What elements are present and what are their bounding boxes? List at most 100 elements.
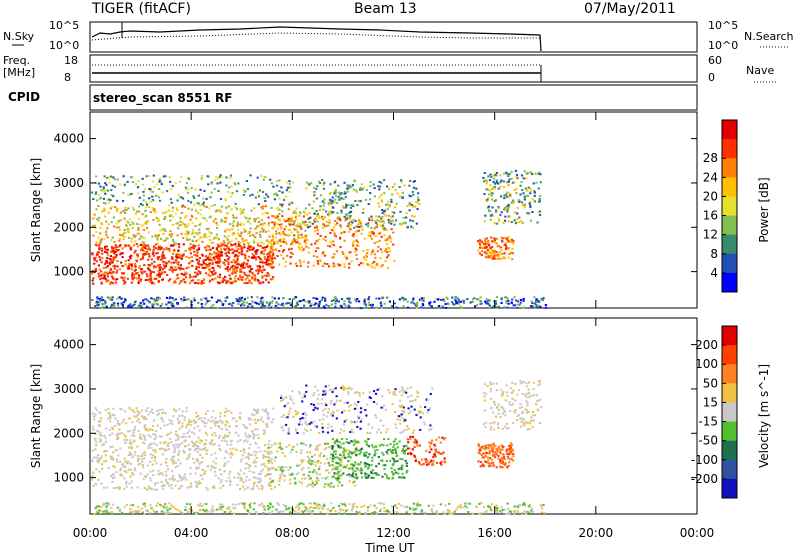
range-cell — [289, 482, 292, 485]
range-cell — [189, 467, 192, 470]
range-cell — [486, 256, 489, 259]
range-cell — [350, 260, 353, 263]
range-cell — [340, 209, 343, 212]
range-cell — [413, 180, 417, 183]
range-cell — [199, 454, 202, 457]
range-cell — [172, 474, 175, 477]
range-cell — [260, 241, 263, 244]
range-cell — [279, 244, 282, 247]
range-cell — [224, 267, 227, 270]
range-cell — [495, 181, 499, 184]
range-cell — [169, 431, 172, 434]
range-cell — [234, 183, 237, 186]
range-cell — [320, 299, 323, 302]
range-cell — [323, 202, 326, 205]
range-cell — [312, 297, 315, 300]
range-cell — [323, 485, 326, 488]
range-cell — [197, 248, 200, 251]
range-cell — [210, 271, 214, 274]
range-cell — [100, 240, 103, 243]
range-cell — [504, 215, 507, 218]
range-cell — [270, 487, 273, 490]
range-cell — [337, 484, 340, 487]
range-cell — [172, 252, 175, 255]
range-cell — [298, 243, 301, 246]
range-cell — [275, 248, 278, 251]
range-cell — [301, 222, 304, 225]
range-cell — [195, 209, 198, 212]
range-cell — [203, 262, 206, 265]
range-cell — [233, 265, 236, 268]
range-cell — [391, 403, 394, 406]
range-cell — [189, 201, 193, 204]
range-cell — [504, 244, 508, 247]
range-cell — [242, 208, 245, 211]
range-cell — [195, 268, 198, 271]
range-cell — [401, 296, 404, 299]
range-cell — [386, 296, 389, 299]
range-cell — [232, 220, 236, 223]
range-cell — [303, 304, 306, 307]
range-cell — [513, 188, 516, 191]
range-cell — [229, 249, 232, 252]
range-cell — [185, 445, 188, 448]
range-cell — [342, 307, 345, 310]
range-cell — [352, 475, 355, 478]
range-cell — [125, 209, 128, 212]
range-cell — [266, 212, 269, 215]
range-cell — [195, 265, 198, 268]
range-cell — [151, 235, 154, 238]
range-cell — [322, 238, 325, 241]
range-cell — [108, 181, 111, 184]
range-cell — [402, 429, 406, 432]
range-cell — [259, 235, 262, 238]
range-cell — [106, 257, 109, 260]
range-cell — [179, 281, 182, 284]
range-cell — [241, 263, 245, 266]
range-cell — [213, 236, 216, 239]
range-cell — [174, 433, 178, 436]
range-cell — [174, 410, 178, 413]
range-cell — [376, 473, 379, 476]
range-cell — [241, 266, 244, 269]
range-cell — [381, 226, 385, 229]
range-cell — [185, 306, 188, 309]
range-cell — [150, 456, 153, 459]
range-cell — [143, 244, 146, 247]
range-cell — [433, 452, 437, 455]
range-cell — [278, 239, 281, 242]
range-cell — [334, 235, 338, 238]
range-cell — [100, 222, 103, 225]
range-cell — [153, 208, 156, 211]
range-cell — [520, 174, 524, 177]
range-cell — [132, 274, 135, 277]
range-cell — [210, 259, 213, 262]
range-cell — [391, 452, 395, 455]
range-cell — [544, 306, 548, 309]
range-cell — [376, 449, 379, 452]
range-cell — [334, 401, 337, 404]
range-cell — [185, 426, 188, 429]
range-cell — [201, 440, 204, 443]
range-cell — [158, 199, 162, 202]
range-cell — [97, 236, 100, 239]
range-cell — [494, 200, 497, 203]
range-cell — [346, 297, 349, 300]
range-cell — [412, 186, 416, 189]
range-cell — [314, 250, 317, 253]
range-cell — [240, 251, 243, 254]
range-cell — [368, 231, 371, 234]
range-cell — [415, 439, 418, 442]
range-cell — [97, 458, 100, 461]
range-cell — [282, 249, 286, 252]
range-cell — [416, 303, 419, 306]
range-cell — [340, 305, 343, 308]
range-cell — [222, 303, 225, 306]
range-cell — [440, 463, 443, 466]
range-cell — [242, 449, 246, 452]
range-cell — [138, 436, 142, 439]
range-cell — [280, 415, 283, 418]
range-cell — [253, 235, 256, 238]
range-cell — [96, 307, 99, 310]
